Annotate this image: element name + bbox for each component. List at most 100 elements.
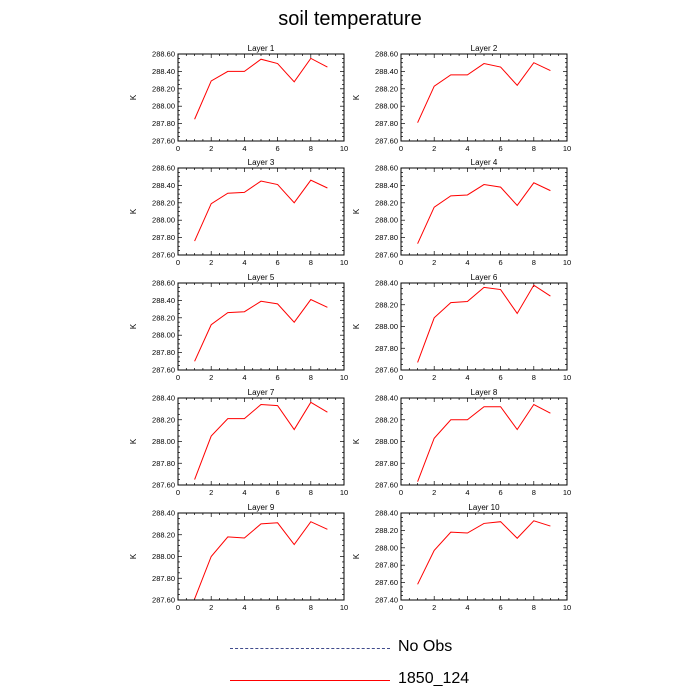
panel-title: Layer 4: [471, 158, 498, 167]
y-axis-label: K: [129, 94, 138, 100]
page-title: soil temperature: [278, 8, 422, 30]
y-tick-label: 288.40: [375, 509, 398, 518]
x-tick-label: 2: [209, 488, 213, 497]
y-tick-label: 288.20: [375, 526, 398, 535]
series-line-1850-124: [194, 521, 328, 600]
panel-4: Layer 4 K 0 2 4 6 8 10 287.60 287.80 288.00 288.20 2…: [352, 158, 571, 267]
x-tick-label: 10: [340, 258, 348, 267]
x-tick-label: 8: [532, 144, 536, 153]
y-tick-label: 288.40: [152, 394, 175, 403]
x-tick-label: 8: [309, 603, 313, 612]
y-tick-label: 287.80: [375, 119, 398, 128]
x-tick-label: 0: [399, 603, 403, 612]
y-axis-label: K: [129, 438, 138, 444]
series-line-1850-124: [417, 403, 551, 482]
y-tick-label: 287.80: [152, 119, 175, 128]
panel-title: Layer 1: [248, 44, 275, 53]
y-tick-label: 288.40: [152, 509, 175, 518]
y-tick-label: 288.60: [152, 50, 175, 59]
series-line-1850-124: [417, 182, 551, 244]
series-line-1850-124: [417, 520, 551, 585]
y-axis-label: K: [352, 94, 361, 100]
x-tick-label: 4: [242, 373, 246, 382]
y-tick-label: 287.60: [375, 137, 398, 146]
x-tick-label: 0: [176, 144, 180, 153]
y-tick-label: 288.20: [152, 530, 175, 539]
y-tick-label: 287.60: [375, 366, 398, 375]
panel-title: Layer 8: [471, 388, 498, 397]
y-tick-label: 287.80: [375, 561, 398, 570]
panel-title: Layer 2: [471, 44, 498, 53]
panel-title: Layer 5: [248, 273, 275, 282]
panel-1: Layer 1 K 0 2 4 6 8 10 287.60 287.80 288.00 288.20 2…: [129, 44, 348, 153]
y-tick-label: 288.20: [152, 313, 175, 322]
y-tick-label: 287.60: [152, 366, 175, 375]
x-tick-label: 8: [532, 603, 536, 612]
x-tick-label: 0: [176, 258, 180, 267]
y-tick-label: 288.40: [375, 67, 398, 76]
legend-label-no-obs: No Obs: [398, 638, 453, 655]
y-axis-label: K: [352, 323, 361, 329]
x-tick-label: 0: [176, 603, 180, 612]
x-tick-label: 4: [465, 488, 469, 497]
x-tick-label: 6: [499, 144, 503, 153]
panel-5: Layer 5 K 0 2 4 6 8 10 287.60 287.80 288.00 288.20 2…: [129, 273, 348, 382]
x-tick-label: 0: [176, 373, 180, 382]
series-line-1850-124: [194, 401, 328, 480]
panel-title: Layer 9: [248, 503, 275, 512]
panel-6: Layer 6 K 0 2 4 6 8 10 287.60 287.80 288.00 288.20 2…: [352, 273, 571, 382]
x-tick-label: 0: [399, 144, 403, 153]
x-tick-label: 2: [209, 258, 213, 267]
y-tick-label: 288.00: [152, 552, 175, 561]
x-tick-label: 6: [276, 488, 280, 497]
y-tick-label: 287.80: [152, 459, 175, 468]
x-tick-label: 4: [465, 144, 469, 153]
x-tick-label: 2: [432, 603, 436, 612]
x-tick-label: 6: [499, 373, 503, 382]
plot-frame: [400, 167, 568, 256]
y-tick-label: 287.80: [152, 574, 175, 583]
x-tick-label: 6: [499, 258, 503, 267]
x-tick-label: 4: [465, 603, 469, 612]
y-axis-label: K: [129, 323, 138, 329]
y-tick-label: 288.20: [375, 415, 398, 424]
x-tick-label: 8: [309, 488, 313, 497]
y-tick-label: 288.00: [375, 543, 398, 552]
x-tick-label: 8: [532, 488, 536, 497]
x-tick-label: 4: [465, 258, 469, 267]
x-tick-label: 8: [532, 373, 536, 382]
plot-frame: [177, 282, 345, 371]
y-tick-label: 288.40: [375, 394, 398, 403]
x-tick-label: 4: [242, 603, 246, 612]
panel-title: Layer 3: [248, 158, 275, 167]
x-tick-label: 0: [399, 373, 403, 382]
panel-10: Layer 10 K 0 2 4 6 8 10 287.40 287.60 287.80 288.00…: [352, 503, 571, 612]
y-tick-label: 288.20: [375, 84, 398, 93]
y-tick-label: 288.20: [152, 198, 175, 207]
panel-title: Layer 10: [468, 503, 500, 512]
y-axis-label: K: [352, 438, 361, 444]
series-line-1850-124: [194, 298, 328, 362]
y-tick-label: 287.80: [375, 344, 398, 353]
x-tick-label: 2: [209, 603, 213, 612]
panel-title: Layer 7: [248, 388, 275, 397]
x-tick-label: 6: [276, 258, 280, 267]
plot-frame: [177, 397, 345, 486]
y-tick-label: 287.60: [152, 481, 175, 490]
x-tick-label: 4: [465, 373, 469, 382]
x-tick-label: 2: [432, 373, 436, 382]
x-tick-label: 10: [563, 603, 571, 612]
y-axis-label: K: [352, 553, 361, 559]
panel-title: Layer 6: [471, 273, 498, 282]
x-tick-label: 8: [309, 258, 313, 267]
x-tick-label: 8: [309, 373, 313, 382]
x-tick-label: 10: [563, 144, 571, 153]
plot-frame: [400, 397, 568, 486]
panel-7: Layer 7 K 0 2 4 6 8 10 287.60 287.80 288.00 288.20 2…: [129, 388, 348, 497]
y-tick-label: 287.60: [375, 251, 398, 260]
panel-9: Layer 9 K 0 2 4 6 8 10 287.60 287.80 288.00 288.20 2…: [129, 503, 348, 612]
plot-frame: [400, 282, 568, 371]
y-tick-label: 288.00: [375, 322, 398, 331]
y-tick-label: 288.00: [152, 331, 175, 340]
